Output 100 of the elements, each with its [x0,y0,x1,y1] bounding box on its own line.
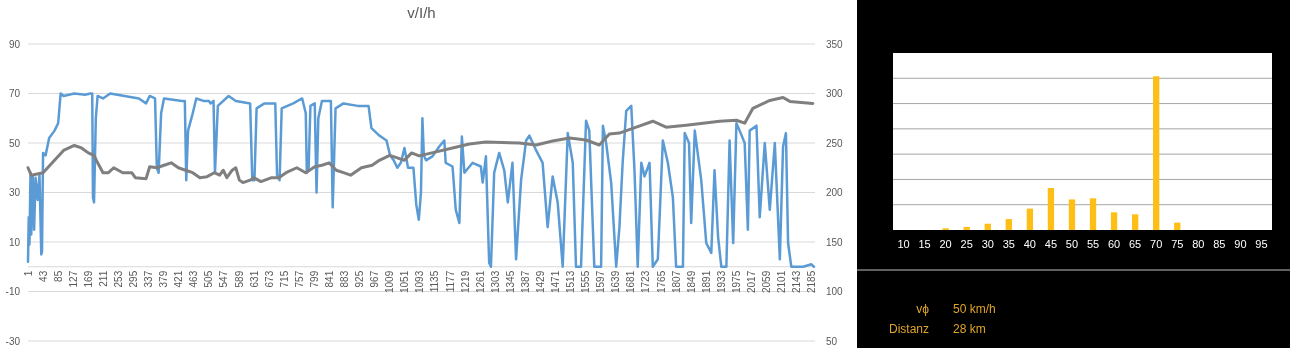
x-tick-label: 1681 [625,270,637,293]
y-tick-label: 30 [8,187,21,198]
x-tick-label: 1723 [640,270,652,293]
line-series [26,95,815,185]
y-tick-label: 50 [8,137,21,149]
x-tick-label: 841 [323,270,335,288]
y-tick-label: 70 [8,88,21,99]
x-tick-label: 505 [203,270,215,288]
x-tick-label: 211 [97,270,109,287]
x-tick-label: 50 [1065,238,1079,250]
x-tick-label: 547 [218,270,230,288]
x-tick-label: 1429 [534,270,546,293]
x-tick-label: 421 [173,270,185,288]
x-tick-label: 127 [67,270,79,288]
x-tick-label: 80 [1192,238,1205,250]
x-tick-label: 883 [339,270,351,288]
line-series [26,92,816,268]
x-tick-label: 673 [263,270,275,288]
x-tick-label: 631 [248,270,260,288]
y-tick-label: -30 [5,335,21,347]
bar [984,223,991,230]
x-tick-label: 1009 [384,270,396,293]
x-tick-label: 799 [308,270,320,288]
y2-tick-label: 350 [826,38,844,50]
y2-tick-label: 300 [826,88,844,99]
x-tick-label: 10 [897,238,910,250]
y2-tick-label: 50 [826,335,838,347]
x-tick-label: 589 [233,270,245,288]
x-tick-label: 1093 [414,270,426,293]
x-tick-label: 1303 [489,270,501,293]
x-tick-label: 1849 [685,270,697,293]
x-tick-label: 2017 [745,270,757,293]
x-tick-label: 1387 [519,270,531,293]
x-tick-label: 1 [22,270,34,277]
x-tick-label: 379 [158,270,170,288]
x-tick-label: 90 [1234,238,1247,250]
x-tick-label: 43 [37,270,49,282]
y-tick-label: 90 [8,38,21,50]
x-tick-label: 1933 [715,270,727,293]
x-tick-label: 45 [1044,238,1058,250]
x-tick-label: 1135 [429,270,441,293]
x-tick-label: 55 [1086,238,1100,250]
bar [1047,188,1055,230]
x-tick-label: 25 [960,238,973,250]
x-tick-label: 253 [112,270,124,288]
x-tick-label: 1807 [670,270,682,293]
x-tick-label: 1513 [565,270,577,293]
x-tick-label: 1345 [504,270,516,293]
x-tick-label: 15 [918,238,931,250]
x-tick-label: 70 [1150,238,1163,250]
x-tick-label: 925 [354,270,366,288]
x-tick-label: 60 [1107,238,1121,250]
bar [1005,219,1012,230]
x-tick-label: 1261 [474,270,486,293]
x-tick-label: 1975 [730,270,742,293]
bar [1153,76,1160,230]
x-tick-label: 65 [1129,238,1142,250]
x-tick-label: 1765 [655,270,667,293]
x-tick-label: 2185 [806,270,818,293]
bar [963,226,970,230]
chart-title: v/I/h [407,4,436,21]
x-tick-label: 2143 [791,270,803,293]
y2-tick-label: 100 [826,286,844,297]
x-tick-label: 967 [369,270,381,288]
x-tick-label: 30 [981,238,994,250]
x-tick-label: 95 [1255,238,1268,250]
x-tick-label: 295 [128,270,140,288]
x-tick-label: 463 [188,270,200,288]
x-tick-label: 1639 [610,270,622,293]
x-tick-label: 1051 [399,270,411,293]
x-tick-label: 1219 [459,270,471,293]
x-tick-label: 337 [143,270,155,288]
y2-tick-label: 150 [826,236,844,248]
y-tick-label: -10 [5,286,21,297]
text: vϕ [916,302,930,316]
x-tick-label: 715 [278,270,290,288]
bar [1110,212,1118,230]
y2-tick-label: 200 [826,187,844,198]
x-tick-label: 2101 [776,270,788,293]
x-tick-label: 85 [1213,238,1226,250]
x-tick-label: 1597 [595,270,607,293]
x-tick-label: 35 [1002,238,1015,250]
bar [1089,198,1097,230]
x-tick-label: 2059 [761,270,773,293]
x-tick-label: 1177 [444,270,456,293]
x-tick-label: 169 [82,270,94,288]
y2-tick-label: 250 [826,137,844,149]
text: 28 km [953,322,986,336]
x-tick-label: 1555 [580,270,592,293]
bar [1026,208,1034,230]
x-tick-label: 757 [293,270,305,288]
bar [1068,199,1076,230]
x-tick-label: 20 [939,238,952,250]
x-tick-label: 40 [1023,238,1036,250]
x-tick-label: 1891 [700,270,712,293]
text: 50 km/h [953,302,996,316]
x-tick-label: 85 [52,270,64,282]
x-tick-label: 1471 [550,270,562,293]
text: Distanz [888,322,929,336]
x-tick-label: 75 [1171,238,1184,250]
